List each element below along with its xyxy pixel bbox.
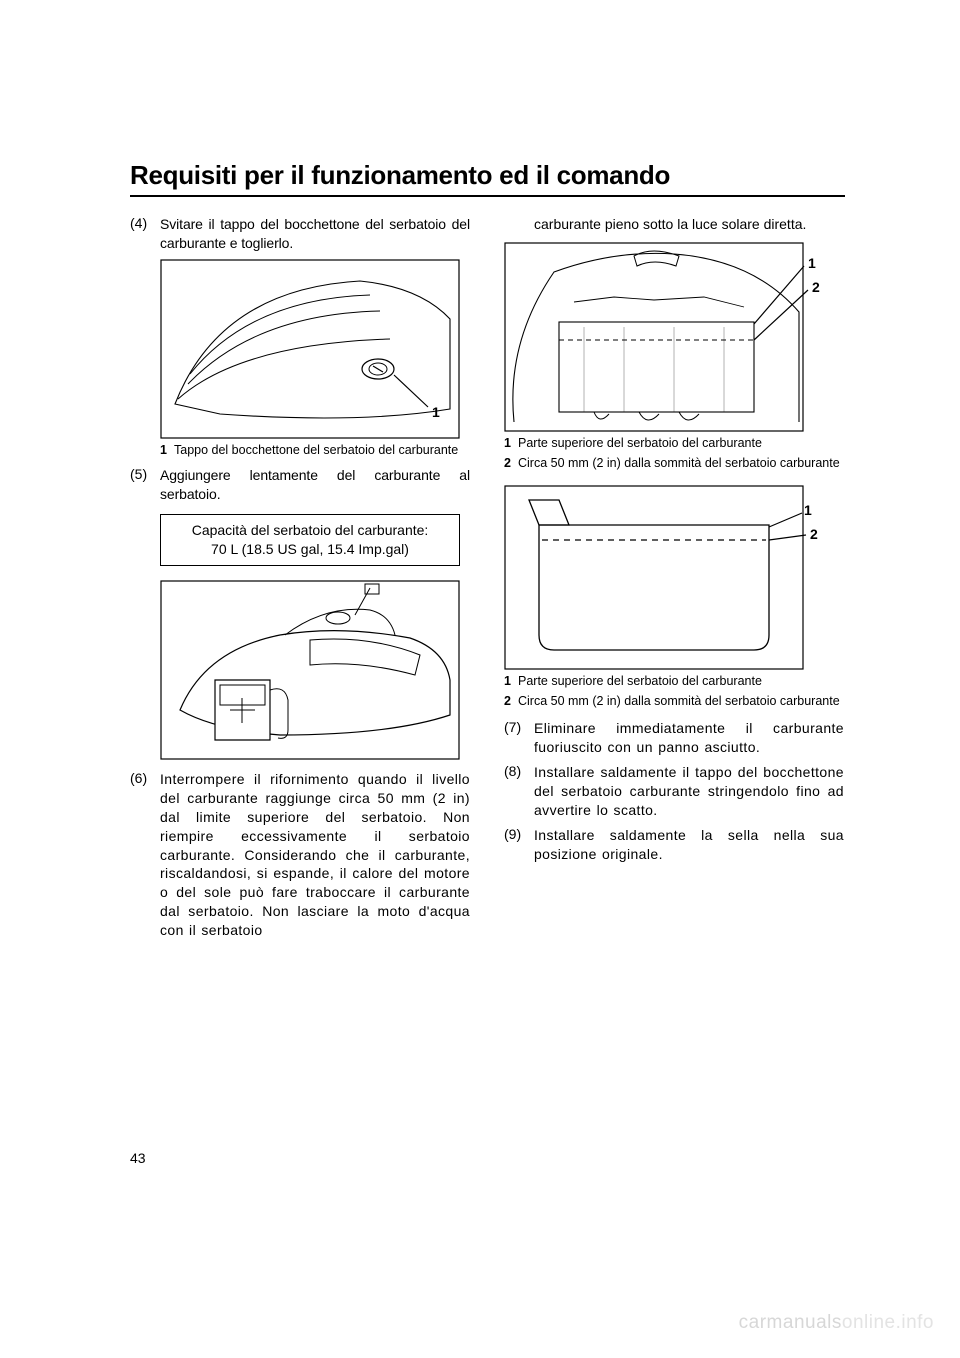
figure-caption: 1 Parte superiore del serbatoio del carb… bbox=[504, 436, 844, 452]
figure-caption: 1 Parte superiore del serbatoio del carb… bbox=[504, 674, 844, 690]
step-text: Interrompere il rifornimento quando il l… bbox=[160, 770, 470, 940]
step-number: (6) bbox=[130, 770, 160, 940]
figure-left-2 bbox=[160, 580, 470, 760]
step-4: (4) Svitare il tappo del bocchettone del… bbox=[130, 215, 470, 253]
content-columns: (4) Svitare il tappo del bocchettone del… bbox=[130, 215, 845, 946]
column-left: (4) Svitare il tappo del bocchettone del… bbox=[130, 215, 470, 946]
step-9: (9) Installare saldamente la sella nella… bbox=[504, 826, 844, 864]
figure-label-1: 1 bbox=[808, 255, 816, 271]
caption-text: Circa 50 mm (2 in) dalla sommità del ser… bbox=[518, 694, 844, 710]
figure-left-1: 1 bbox=[160, 259, 470, 439]
step-text: Svitare il tappo del bocchettone del ser… bbox=[160, 215, 470, 253]
watermark-part-b: online.info bbox=[842, 1312, 934, 1333]
figure-right-1: 1 2 bbox=[504, 242, 844, 432]
step-6: (6) Interrompere il rifornimento quando … bbox=[130, 770, 470, 940]
step-number: (8) bbox=[504, 763, 534, 820]
step-text: Installare saldamente la sella nella sua… bbox=[534, 826, 844, 864]
figure-caption: 2 Circa 50 mm (2 in) dalla sommità del s… bbox=[504, 456, 844, 472]
figure-label-1: 1 bbox=[804, 502, 812, 518]
watermark: carmanualsonline.info bbox=[739, 1312, 934, 1334]
box-line-2: 70 L (18.5 US gal, 15.4 Imp.gal) bbox=[171, 540, 449, 559]
caption-text: Parte superiore del serbatoio del carbur… bbox=[518, 436, 844, 452]
watermark-part-a: carmanuals bbox=[739, 1312, 842, 1333]
continued-text: carburante pieno sotto la luce solare di… bbox=[534, 215, 844, 234]
capacity-box: Capacità del serbatoio del carburante: 7… bbox=[160, 514, 460, 566]
step-7: (7) Eliminare immediatamente il carburan… bbox=[504, 719, 844, 757]
caption-text: Tappo del bocchettone del serbatoio del … bbox=[174, 443, 470, 459]
box-line-1: Capacità del serbatoio del carburante: bbox=[171, 521, 449, 540]
caption-number: 1 bbox=[504, 674, 518, 690]
step-number: (5) bbox=[130, 466, 160, 504]
caption-text: Circa 50 mm (2 in) dalla sommità del ser… bbox=[518, 456, 844, 472]
caption-number: 2 bbox=[504, 694, 518, 710]
figure-right-2: 1 2 bbox=[504, 485, 844, 670]
step-number: (7) bbox=[504, 719, 534, 757]
step-text: Installare saldamente il tappo del bocch… bbox=[534, 763, 844, 820]
step-text: Eliminare immediatamente il carburante f… bbox=[534, 719, 844, 757]
step-number: (4) bbox=[130, 215, 160, 253]
step-number: (9) bbox=[504, 826, 534, 864]
figure-label-2: 2 bbox=[812, 279, 820, 295]
column-right: carburante pieno sotto la luce solare di… bbox=[504, 215, 844, 946]
caption-text: Parte superiore del serbatoio del carbur… bbox=[518, 674, 844, 690]
step-5: (5) Aggiungere lentamente del carburante… bbox=[130, 466, 470, 504]
caption-number: 2 bbox=[504, 456, 518, 472]
page-number: 43 bbox=[130, 1150, 146, 1166]
page-title: Requisiti per il funzionamento ed il com… bbox=[130, 160, 845, 197]
step-8: (8) Installare saldamente il tappo del b… bbox=[504, 763, 844, 820]
caption-number: 1 bbox=[504, 436, 518, 452]
figure-caption: 1 Tappo del bocchettone del serbatoio de… bbox=[160, 443, 470, 459]
figure-label-1: 1 bbox=[432, 404, 440, 420]
step-text: Aggiungere lentamente del carburante al … bbox=[160, 466, 470, 504]
figure-caption: 2 Circa 50 mm (2 in) dalla sommità del s… bbox=[504, 694, 844, 710]
figure-label-2: 2 bbox=[810, 526, 818, 542]
caption-number: 1 bbox=[160, 443, 174, 459]
